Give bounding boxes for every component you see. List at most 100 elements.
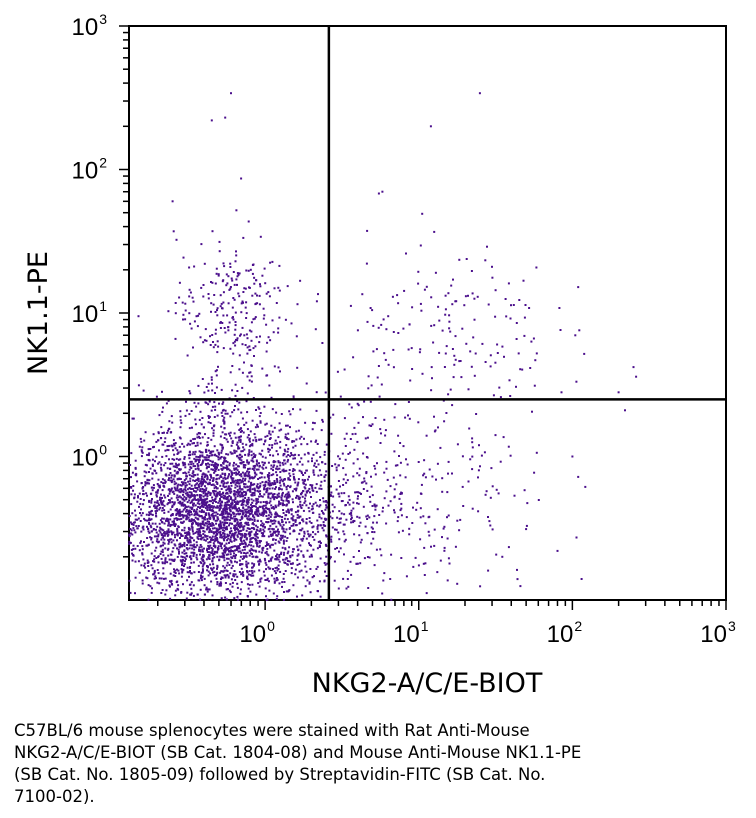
event-dot xyxy=(148,511,151,514)
event-dot xyxy=(233,501,236,503)
event-dot xyxy=(433,230,436,233)
event-dot xyxy=(255,463,258,466)
event-dot xyxy=(205,586,208,589)
event-dot xyxy=(319,545,321,548)
event-dot xyxy=(191,494,194,497)
event-dot xyxy=(247,269,250,272)
event-dot xyxy=(376,462,378,465)
event-dot xyxy=(159,531,162,534)
event-dot xyxy=(232,574,235,577)
event-dot xyxy=(266,434,269,437)
event-dot xyxy=(201,477,204,480)
event-dot xyxy=(245,537,248,540)
event-dot xyxy=(208,554,211,557)
event-dot xyxy=(274,567,277,570)
event-dot xyxy=(227,275,230,278)
figure-caption: C57BL/6 mouse splenocytes were stained w… xyxy=(14,720,714,808)
event-dot xyxy=(274,460,277,463)
event-dot xyxy=(560,391,563,394)
event-dot xyxy=(263,462,266,465)
event-dot xyxy=(214,392,216,394)
event-dot xyxy=(308,491,311,494)
event-dot xyxy=(267,291,270,294)
event-dot xyxy=(202,459,205,462)
event-dot xyxy=(141,512,144,515)
event-dot xyxy=(210,468,213,471)
event-dot xyxy=(156,491,159,494)
event-dot xyxy=(311,460,313,463)
event-dot xyxy=(423,546,426,549)
event-dot xyxy=(353,520,356,522)
event-dot xyxy=(512,304,515,306)
event-dot xyxy=(163,531,166,533)
event-dot xyxy=(182,481,185,484)
event-dot xyxy=(267,566,270,569)
event-dot xyxy=(259,471,262,474)
event-dot xyxy=(193,502,195,505)
event-dot xyxy=(199,482,201,485)
event-dot xyxy=(213,505,215,508)
event-dot xyxy=(250,484,253,487)
event-dot xyxy=(215,506,218,509)
event-dot xyxy=(577,286,580,289)
event-dot xyxy=(314,486,317,489)
event-dot xyxy=(276,534,279,537)
event-dot xyxy=(458,360,461,363)
event-dot xyxy=(173,469,176,472)
event-dot xyxy=(321,420,324,423)
event-dot xyxy=(229,431,232,434)
event-dot xyxy=(226,539,229,542)
event-dot xyxy=(211,554,214,557)
event-dot xyxy=(459,360,462,362)
event-dot xyxy=(308,487,311,490)
event-dot xyxy=(270,396,273,399)
event-dot xyxy=(193,514,196,517)
event-dot xyxy=(419,507,422,510)
event-dot xyxy=(202,560,205,562)
event-dot xyxy=(359,562,362,565)
event-dot xyxy=(366,518,369,520)
event-dot xyxy=(192,551,195,554)
event-dot xyxy=(186,566,189,569)
event-dot xyxy=(225,598,228,601)
event-dot xyxy=(246,346,249,349)
event-dot xyxy=(208,509,211,511)
event-dot xyxy=(172,439,175,442)
event-dot xyxy=(537,499,540,501)
event-dot xyxy=(133,493,136,496)
event-dot xyxy=(392,348,395,351)
event-dot xyxy=(246,571,249,574)
event-dot xyxy=(199,523,202,526)
event-dot xyxy=(525,524,528,527)
event-dot xyxy=(290,508,293,511)
event-dot xyxy=(243,483,246,485)
event-dot xyxy=(229,451,232,454)
event-dot xyxy=(205,456,208,459)
event-dot xyxy=(171,458,174,461)
event-dot xyxy=(185,477,188,480)
event-dot xyxy=(354,432,357,435)
event-dot xyxy=(215,522,218,525)
event-dot xyxy=(234,555,237,558)
event-dot xyxy=(221,536,224,539)
event-dot xyxy=(241,510,244,512)
event-dot xyxy=(224,528,227,531)
event-dot xyxy=(229,583,232,586)
event-dot xyxy=(181,529,184,532)
event-dot xyxy=(235,467,238,470)
event-dot xyxy=(159,506,162,509)
event-dot xyxy=(217,501,220,504)
event-dot xyxy=(274,487,277,490)
event-dot xyxy=(479,465,481,468)
event-dot xyxy=(282,598,285,601)
event-dot xyxy=(212,483,215,486)
event-dot xyxy=(203,262,206,265)
event-dot xyxy=(453,354,456,357)
event-dot xyxy=(250,454,253,457)
event-dot xyxy=(336,516,339,519)
event-dot xyxy=(248,509,250,512)
event-dot xyxy=(240,459,243,462)
event-dot xyxy=(460,376,463,379)
event-dot xyxy=(243,548,246,551)
event-dot xyxy=(205,467,208,470)
